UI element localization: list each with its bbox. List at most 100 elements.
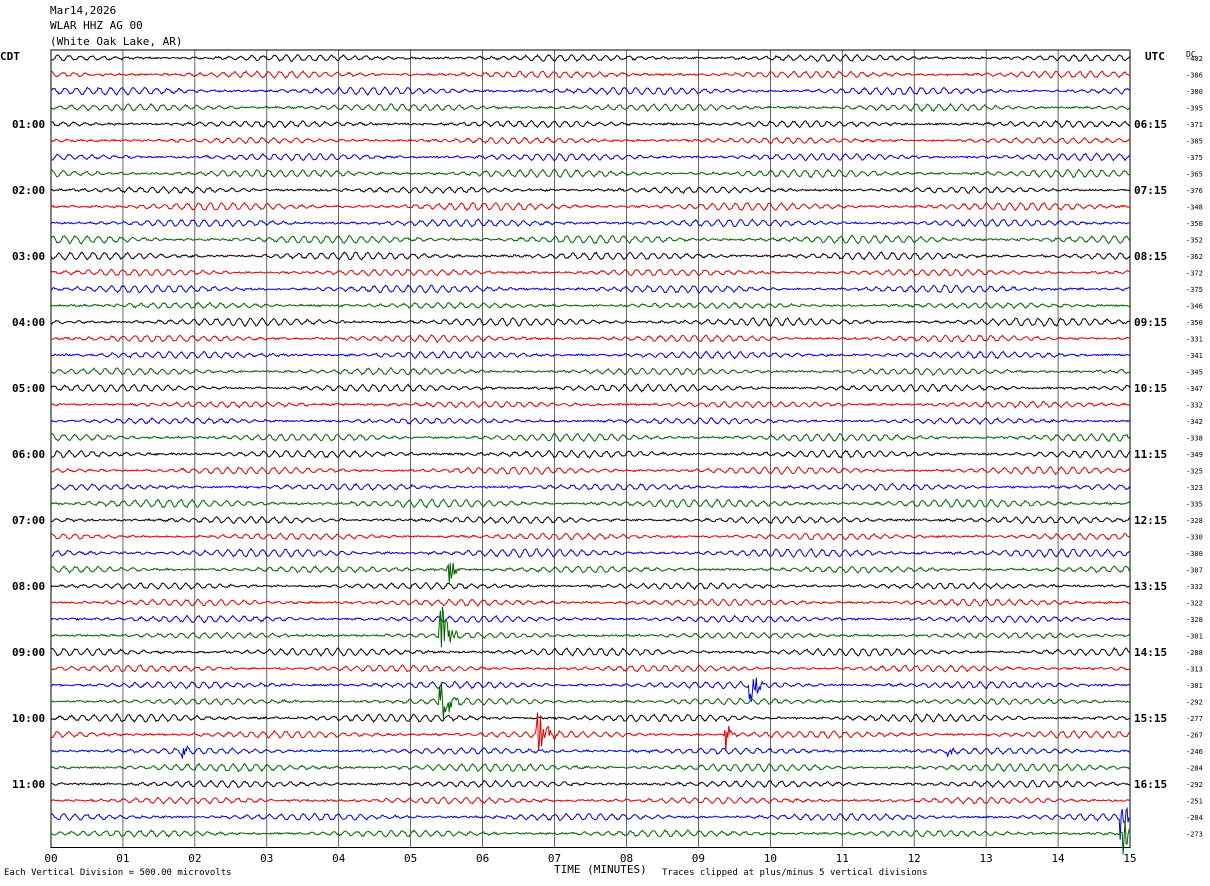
seismic-trace-row <box>50 515 1131 525</box>
plot-frame <box>50 49 1131 848</box>
dc-offset-label: -350 <box>1186 220 1203 228</box>
date-label: Mar14,2026 <box>50 4 117 17</box>
seismic-trace-row <box>50 606 1131 648</box>
seismic-trace-row <box>50 400 1131 409</box>
seismic-trace-row <box>50 677 1131 702</box>
x-tick-label: 14 <box>1051 852 1065 865</box>
station-label: WLAR HHZ AG 00 <box>50 19 143 32</box>
dc-offset-label: -335 <box>1186 501 1203 509</box>
seismic-trace-row <box>50 268 1131 277</box>
dc-offset-label: -301 <box>1186 682 1203 690</box>
seismic-trace-row <box>50 806 1131 840</box>
seismic-trace-row <box>50 367 1131 376</box>
left-hour-label: 04:00 <box>12 316 45 329</box>
right-hour-label: 11:15 <box>1134 448 1167 461</box>
seismic-trace-row <box>50 234 1131 245</box>
dc-offset-label: -372 <box>1186 270 1203 278</box>
dc-offset-label: -350 <box>1186 319 1203 327</box>
seismic-trace-row <box>50 614 1131 624</box>
dc-offset-label: -313 <box>1186 666 1203 674</box>
dc-offset-label: -346 <box>1186 303 1203 311</box>
dc-offset-label: -402 <box>1186 55 1203 63</box>
seismic-trace-row <box>50 646 1131 657</box>
seismic-trace-row <box>50 218 1131 228</box>
dc-offset-label: -300 <box>1186 550 1203 558</box>
seismic-trace-row <box>50 136 1131 145</box>
x-tick-label: 00 <box>44 852 57 865</box>
dc-offset-label: -365 <box>1186 171 1203 179</box>
location-label: (White Oak Lake, AR) <box>50 35 183 48</box>
dc-offset-label: -376 <box>1186 187 1203 195</box>
dc-offset-label: -292 <box>1186 781 1203 789</box>
seismic-trace-row <box>50 664 1131 673</box>
dc-offset-label: -273 <box>1186 831 1203 839</box>
seismic-trace-row <box>51 682 1131 720</box>
dc-offset-label: -267 <box>1186 732 1203 740</box>
dc-offset-label: -322 <box>1186 600 1203 608</box>
seismic-trace-row <box>50 562 1131 583</box>
x-tick-label: 13 <box>980 852 993 865</box>
x-tick-label: 11 <box>836 852 849 865</box>
right-hour-label: 13:15 <box>1134 580 1167 593</box>
left-hour-label: 01:00 <box>12 118 45 131</box>
seismic-trace-row <box>50 102 1131 113</box>
right-hour-label: 16:15 <box>1134 778 1167 791</box>
dc-offset-label: -375 <box>1186 154 1203 162</box>
seismic-trace-row <box>50 186 1131 195</box>
x-tick-label: 10 <box>764 852 777 865</box>
right-hour-label: 14:15 <box>1134 646 1167 659</box>
dc-offset-label: -328 <box>1186 616 1203 624</box>
x-tick-label: 08 <box>620 852 633 865</box>
dc-offset-label: -288 <box>1186 649 1203 657</box>
x-tick-label: 06 <box>476 852 489 865</box>
dc-offset-label: -331 <box>1186 336 1203 344</box>
seismic-trace-row <box>50 301 1131 310</box>
dc-offset-label: -332 <box>1186 583 1203 591</box>
left-hour-label: 06:00 <box>12 448 45 461</box>
seismic-trace-row <box>50 779 1131 789</box>
seismic-trace-row <box>50 598 1131 607</box>
right-hour-label: 15:15 <box>1134 712 1167 725</box>
dc-offset-label: -325 <box>1186 468 1203 476</box>
dc-offset-label: -362 <box>1186 253 1203 261</box>
x-tick-label: 02 <box>188 852 201 865</box>
scale-note: Each Vertical Division = 500.00 microvol… <box>4 868 232 878</box>
right-hour-label: 09:15 <box>1134 316 1167 329</box>
x-tick-label: 04 <box>332 852 346 865</box>
clip-note: Traces clipped at plus/minus 5 vertical … <box>662 868 928 878</box>
dc-offset-label: -338 <box>1186 435 1203 443</box>
seismic-trace-row <box>50 762 1131 773</box>
dc-offset-label: -323 <box>1186 484 1203 492</box>
seismic-trace-row <box>50 70 1131 79</box>
seismic-trace-row <box>50 712 1131 752</box>
dc-offset-label: -386 <box>1186 72 1203 80</box>
left-hour-label: 07:00 <box>12 514 45 527</box>
seismic-trace-row <box>50 168 1131 179</box>
right-timezone-label: UTC <box>1145 50 1165 63</box>
dc-offset-label: -342 <box>1186 418 1203 426</box>
x-tick-label: 01 <box>116 852 129 865</box>
dc-offset-label: -277 <box>1186 715 1203 723</box>
dc-offset-label: -284 <box>1186 814 1203 822</box>
right-hour-label: 08:15 <box>1134 250 1167 263</box>
dc-offset-label: -307 <box>1186 567 1203 575</box>
dc-offset-label: -347 <box>1186 385 1203 393</box>
right-hour-label: 07:15 <box>1134 184 1167 197</box>
seismic-trace-row <box>50 53 1131 63</box>
seismic-trace-row <box>50 201 1130 212</box>
seismic-trace-row <box>50 581 1131 591</box>
dc-offset-label: -380 <box>1186 88 1203 96</box>
x-tick-label: 07 <box>548 852 561 865</box>
dc-offset-label: -345 <box>1186 369 1203 377</box>
x-tick-label: 09 <box>692 852 705 865</box>
dc-offset-label: -292 <box>1186 699 1203 707</box>
dc-offset-label: -348 <box>1186 204 1203 212</box>
dc-offset-label: -328 <box>1186 517 1203 525</box>
seismic-trace-row <box>50 713 1131 723</box>
right-hour-label: 10:15 <box>1134 382 1167 395</box>
dc-offset-label: -371 <box>1186 121 1203 129</box>
seismic-trace-row <box>50 796 1131 805</box>
seismic-trace-row <box>50 820 1131 855</box>
dc-offset-label: -395 <box>1186 105 1203 113</box>
